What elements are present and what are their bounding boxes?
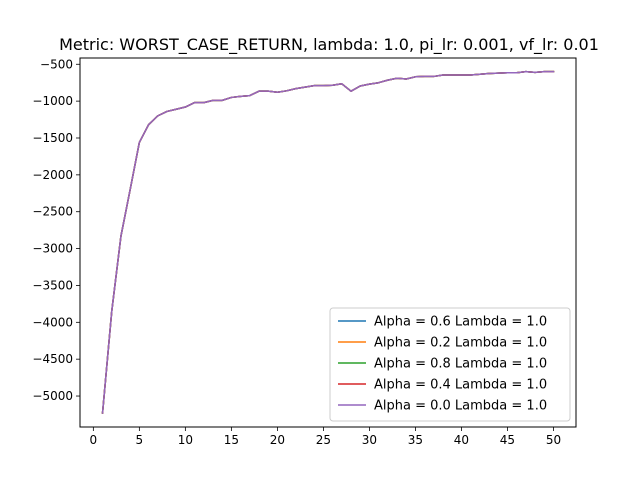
x-tick-label: 50 bbox=[546, 433, 561, 447]
legend-label: Alpha = 0.2 Lambda = 1.0 bbox=[374, 336, 547, 351]
y-tick-label: −500 bbox=[40, 57, 73, 71]
legend-label: Alpha = 0.4 Lambda = 1.0 bbox=[374, 378, 547, 393]
y-tick-label: −3000 bbox=[32, 242, 73, 256]
x-tick-label: 10 bbox=[178, 433, 193, 447]
y-tick-label: −1000 bbox=[32, 94, 73, 108]
legend-box bbox=[329, 307, 571, 422]
y-tick-label: −4500 bbox=[32, 352, 73, 366]
x-axis: 0 5 10 15 20 25 30 35 40 45 50 bbox=[90, 427, 561, 447]
chart-title: Metric: WORST_CASE_RETURN, lambda: 1.0, … bbox=[59, 35, 599, 55]
x-tick-label: 40 bbox=[454, 433, 469, 447]
x-tick-label: 20 bbox=[270, 433, 285, 447]
legend-label: Alpha = 0.6 Lambda = 1.0 bbox=[374, 315, 547, 330]
legend: Alpha = 0.6 Lambda = 1.0 Alpha = 0.2 Lamb… bbox=[329, 307, 571, 422]
x-tick-label: 45 bbox=[500, 433, 515, 447]
series-line-4 bbox=[101, 70, 555, 414]
x-tick-label: 15 bbox=[224, 433, 239, 447]
x-tick-label: 35 bbox=[408, 433, 423, 447]
x-tick-label: 25 bbox=[316, 433, 331, 447]
y-tick-label: −1500 bbox=[32, 131, 73, 145]
x-tick-label: 30 bbox=[362, 433, 377, 447]
y-tick-label: −4000 bbox=[32, 315, 73, 329]
x-tick-label: 0 bbox=[90, 433, 98, 447]
y-tick-label: −5000 bbox=[32, 389, 73, 403]
plot-frame bbox=[79, 57, 577, 428]
y-axis: −5000 −4500 −4000 −3500 −3000 −2500 −2000 −1500… bbox=[32, 57, 80, 403]
y-tick-label: −2000 bbox=[32, 168, 73, 182]
x-tick-label: 5 bbox=[136, 433, 144, 447]
y-tick-label: −3500 bbox=[32, 278, 73, 292]
y-tick-label: −2500 bbox=[32, 205, 73, 219]
legend-label: Alpha = 0.0 Lambda = 1.0 bbox=[374, 399, 547, 414]
series-layer bbox=[101, 70, 555, 414]
legend-label: Alpha = 0.8 Lambda = 1.0 bbox=[374, 357, 547, 372]
